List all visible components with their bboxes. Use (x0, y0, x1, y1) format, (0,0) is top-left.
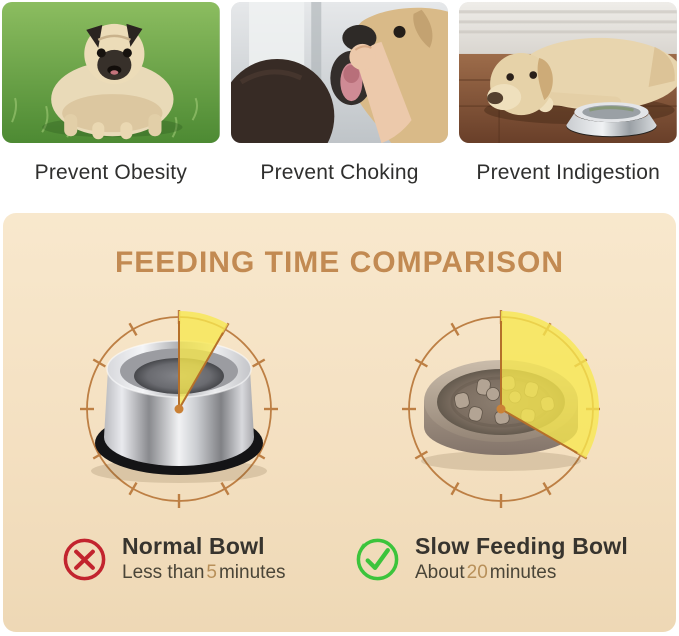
caption-prevent-obesity: Prevent Obesity (34, 161, 188, 184)
normal-bowl-time: Less than 5 minutes (122, 562, 286, 583)
pug-on-grass-illustration (2, 2, 220, 143)
photo-overweight-pug (2, 2, 220, 143)
slow-bowl-clock (401, 310, 600, 508)
legend-slow-bowl-text: Slow Feeding Bowl About 20 minutes (415, 534, 628, 584)
clock-pivot (496, 404, 505, 414)
feeding-comparison-panel: FEEDING TIME COMPARISON (3, 213, 676, 632)
benefit-indigestion: Prevent Indigestion (459, 2, 678, 185)
normal-bowl-minutes: 5 (206, 562, 217, 583)
benefits-row: Prevent Obesity (0, 0, 679, 185)
check-icon (356, 538, 399, 580)
normal-bowl-label: Normal Bowl (122, 533, 265, 559)
clock-hands (499, 321, 578, 454)
panel-title: FEEDING TIME COMPARISON (114, 246, 565, 279)
slow-bowl-time: About 20 minutes (415, 562, 557, 583)
twenty-minute-wedge (500, 311, 599, 458)
clock-diagrams-row (3, 304, 676, 514)
legend-normal-bowl: Normal Bowl Less than 5 minutes (61, 534, 286, 584)
benefit-choking: Prevent Choking (230, 2, 449, 185)
slow-bowl-label: Slow Feeding Bowl (415, 533, 628, 559)
legend-row: Normal Bowl Less than 5 minutes Slow Feedi… (3, 534, 676, 586)
cross-icon (63, 538, 106, 580)
clock-pivot (174, 404, 183, 414)
legend-slow-bowl: Slow Feeding Bowl About 20 minutes (354, 534, 628, 584)
benefit-obesity: Prevent Obesity (2, 2, 220, 185)
five-minute-wedge (178, 311, 228, 409)
caption-prevent-indigestion: Prevent Indigestion (476, 161, 660, 184)
legend-normal-bowl-text: Normal Bowl Less than 5 minutes (122, 534, 286, 584)
slow-bowl-minutes: 20 (466, 562, 488, 583)
caption-prevent-choking: Prevent Choking (260, 161, 419, 184)
photo-mouth-check (230, 2, 449, 143)
stainless-bowl (90, 340, 267, 483)
photo-dog-with-bowl (459, 2, 678, 143)
dog-mouth-check-illustration (230, 2, 449, 143)
clock-hands (177, 321, 224, 410)
labrador-lying-illustration (459, 2, 678, 143)
normal-bowl-clock (79, 310, 278, 508)
